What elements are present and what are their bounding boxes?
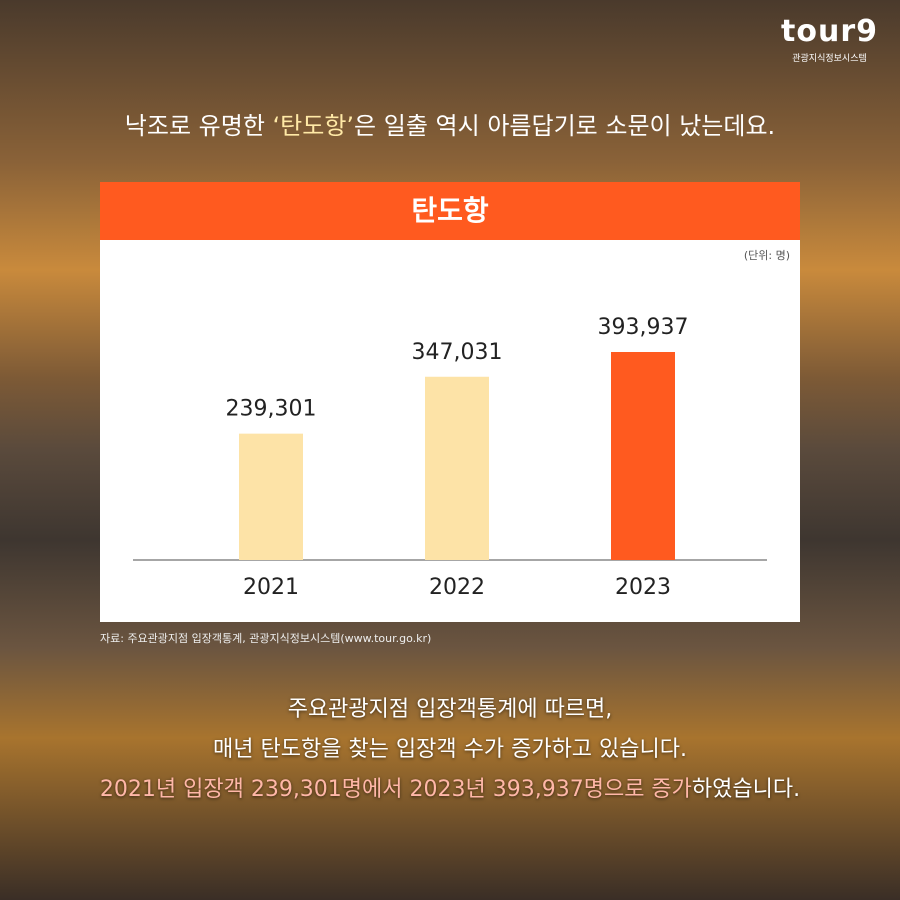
footer-line: 2021년 입장객 239,301명에서 2023년 393,937명으로 증가… xyxy=(0,770,900,810)
chart-card: 탄도항 (단위: 명) 239,301 2021 347,031 2022 393,93… xyxy=(100,182,800,622)
intro: 낙조로 유명한 ‘탄도항’은 일출 역시 아름답기로 소문이 났는데요. xyxy=(0,106,900,141)
unit-label: (단위: 명) xyxy=(744,249,790,262)
intro-part: 은 일출 역시 아름답기로 소문이 났는데요. xyxy=(354,112,776,140)
x-tick-label: 2023 xyxy=(615,575,671,600)
x-tick-label: 2021 xyxy=(243,575,299,600)
logo-text: tour9 xyxy=(781,14,878,49)
chart-title: 탄도항 xyxy=(411,194,489,227)
chart-header xyxy=(100,182,800,240)
footer-line: 매년 탄도항을 찾는 입장객 수가 증가하고 있습니다. xyxy=(0,730,900,770)
footer: 주요관광지점 입장객통계에 따르면, 매년 탄도항을 찾는 입장객 수가 증가하고… xyxy=(0,690,900,810)
footer-line: 주요관광지점 입장객통계에 따르면, xyxy=(0,690,900,730)
chart: 탄도항 (단위: 명) 239,301 2021 347,031 2022 393,93… xyxy=(100,182,800,600)
bar xyxy=(239,433,303,560)
source: 자료: 주요관광지점 입장객통계, 관광지식정보시스템(www.tour.go.… xyxy=(100,632,432,645)
value-label: 347,031 xyxy=(412,340,503,365)
bar xyxy=(611,352,675,560)
intro-part: ‘탄도항’ xyxy=(272,112,355,140)
logo: tour9 관광지식정보시스템 xyxy=(781,14,878,64)
value-label: 393,937 xyxy=(598,315,689,340)
footer-part: 2021년 입장객 239,301명에서 2023년 393,937명으로 증가 xyxy=(99,777,692,802)
logo-sub: 관광지식정보시스템 xyxy=(792,54,867,64)
footer-part: 하였습니다. xyxy=(691,777,801,802)
value-label: 239,301 xyxy=(226,397,317,422)
intro-part: 낙조로 유명한 xyxy=(124,112,273,140)
x-tick-label: 2022 xyxy=(429,575,485,600)
footer-part: 주요관광지점 입장객통계에 따르면, xyxy=(287,697,613,722)
footer-part: 매년 탄도항을 찾는 입장객 수가 증가하고 있습니다. xyxy=(213,737,687,762)
bar xyxy=(425,376,489,560)
